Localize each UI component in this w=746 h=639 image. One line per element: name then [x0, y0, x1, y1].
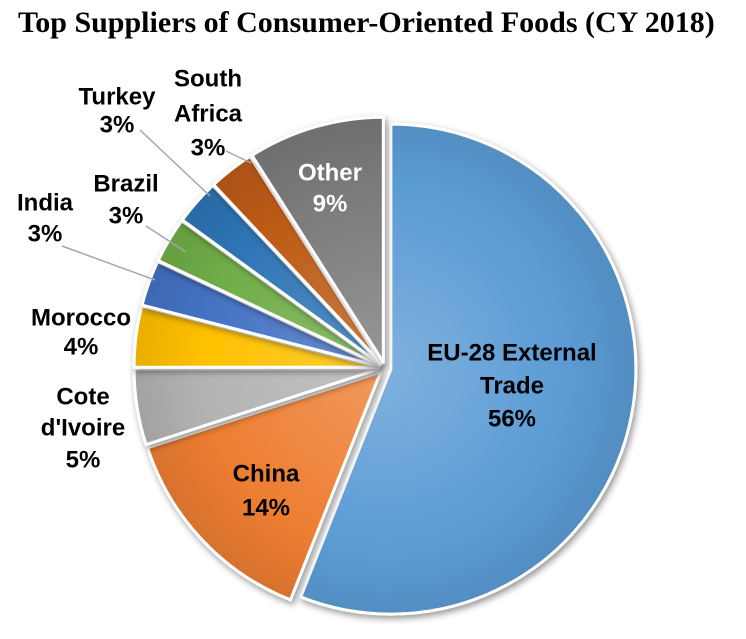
slice-label-brazil: Brazil 3%: [93, 170, 158, 229]
pie-slices: [132, 115, 638, 616]
pie-slice-eu-28-external-trade: [299, 122, 638, 616]
leader-lines: [61, 129, 252, 281]
slice-label-south-africa: South Africa 3%: [174, 65, 243, 161]
slice-label-other: Other 9%: [298, 159, 362, 217]
chart-title: Top Suppliers of Consumer-Oriented Foods…: [18, 6, 715, 39]
slice-label-cote-d-ivoire: Cote d'Ivoire 5%: [41, 383, 125, 473]
leader-line-brazil: [145, 225, 187, 253]
slice-label-india: India 3%: [17, 189, 74, 247]
slice-label-china: China 14%: [233, 460, 300, 521]
leader-line-turkey: [139, 129, 211, 197]
pie-slice-other: [250, 115, 385, 364]
slice-label-turkey: Turkey 3%: [79, 83, 157, 138]
slice-label-morocco: Morocco 4%: [31, 304, 131, 360]
slice-label-eu-28-external-trade: EU-28 External Trade 56%: [427, 339, 596, 432]
slice-labels: EU-28 External Trade 56% China 14% Cote d'Ivoi…: [17, 65, 597, 521]
leader-line-south-africa: [225, 150, 252, 164]
pie-slice-china: [146, 370, 383, 602]
pie-slice-cote-d-ivoire: [132, 367, 381, 447]
pie-slice-south-africa: [212, 154, 383, 365]
leader-line-india: [61, 245, 156, 281]
